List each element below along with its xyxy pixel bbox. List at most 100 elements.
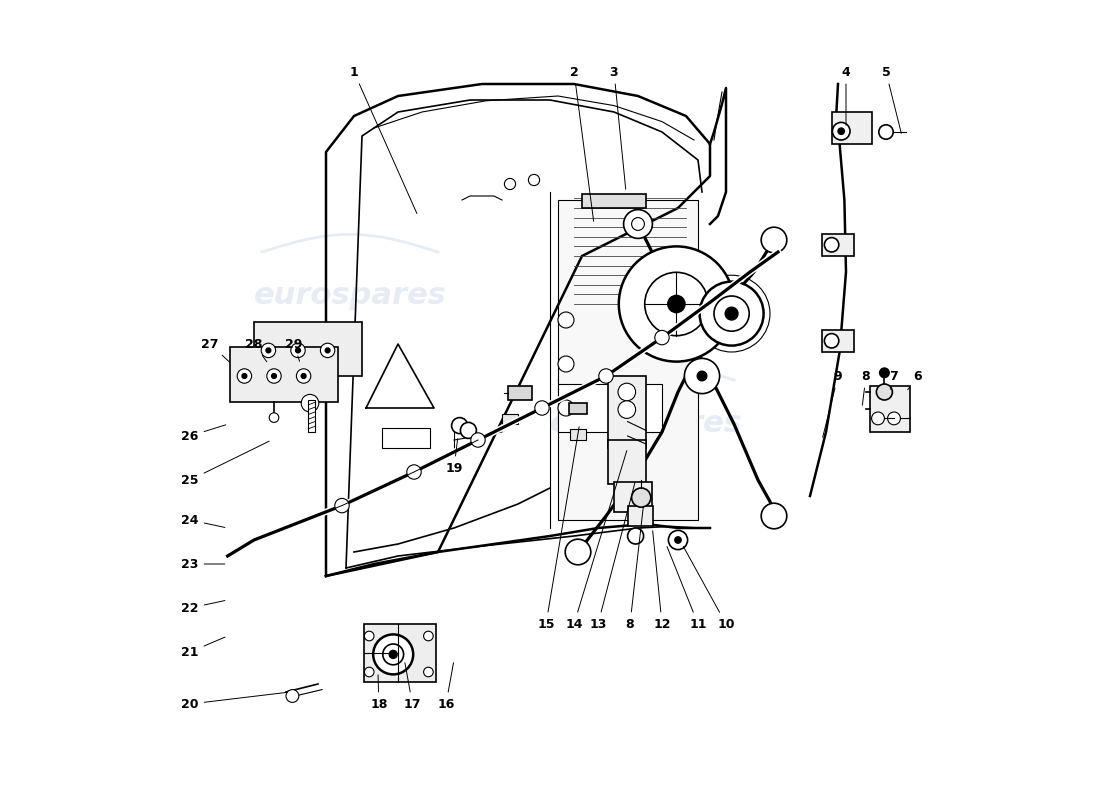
- Text: 19: 19: [446, 438, 463, 474]
- Circle shape: [654, 330, 669, 345]
- Text: 4: 4: [842, 66, 850, 126]
- Circle shape: [700, 282, 763, 346]
- Circle shape: [326, 348, 330, 353]
- Circle shape: [389, 650, 397, 658]
- Circle shape: [266, 348, 271, 353]
- Circle shape: [334, 498, 349, 513]
- Bar: [569, 403, 586, 414]
- Circle shape: [824, 334, 839, 348]
- Text: eurospares: eurospares: [254, 282, 447, 310]
- Circle shape: [725, 307, 738, 320]
- Circle shape: [879, 125, 893, 139]
- Circle shape: [838, 128, 845, 134]
- Text: 29: 29: [285, 338, 303, 362]
- Bar: [308, 400, 315, 432]
- Circle shape: [618, 383, 636, 401]
- Text: 16: 16: [438, 662, 454, 710]
- Text: 23: 23: [182, 558, 224, 570]
- Circle shape: [373, 634, 414, 674]
- Text: 3: 3: [609, 66, 626, 190]
- Circle shape: [535, 401, 549, 415]
- Circle shape: [693, 275, 770, 352]
- Text: 22: 22: [182, 601, 224, 614]
- Text: 7: 7: [890, 370, 899, 390]
- Circle shape: [242, 374, 246, 378]
- Circle shape: [624, 210, 652, 238]
- Circle shape: [619, 246, 734, 362]
- Text: 28: 28: [245, 338, 267, 362]
- Bar: [582, 194, 646, 208]
- Circle shape: [364, 631, 374, 641]
- Bar: [254, 322, 362, 376]
- Text: 10: 10: [683, 546, 735, 630]
- Circle shape: [668, 295, 685, 313]
- Bar: [230, 347, 338, 402]
- Circle shape: [631, 218, 645, 230]
- Circle shape: [452, 418, 468, 434]
- Bar: [870, 386, 910, 432]
- Bar: [832, 112, 871, 144]
- Bar: [558, 200, 698, 520]
- Bar: [628, 506, 653, 526]
- Text: 13: 13: [590, 482, 635, 630]
- Circle shape: [888, 412, 901, 425]
- Text: 18: 18: [370, 674, 387, 710]
- Text: 2: 2: [570, 66, 594, 222]
- Bar: [822, 234, 854, 256]
- Circle shape: [320, 343, 334, 358]
- Circle shape: [290, 343, 305, 358]
- Text: 8: 8: [626, 506, 644, 630]
- Circle shape: [833, 122, 850, 140]
- Text: 25: 25: [182, 442, 270, 486]
- Text: 5: 5: [881, 66, 901, 134]
- Circle shape: [272, 374, 276, 378]
- Circle shape: [286, 690, 299, 702]
- Bar: [607, 376, 646, 448]
- Circle shape: [558, 400, 574, 416]
- Circle shape: [407, 465, 421, 479]
- Bar: [614, 482, 652, 512]
- Circle shape: [301, 394, 319, 412]
- Circle shape: [364, 667, 374, 677]
- Bar: [607, 440, 646, 484]
- Circle shape: [296, 369, 311, 383]
- Circle shape: [669, 530, 688, 550]
- Circle shape: [558, 356, 574, 372]
- Circle shape: [558, 312, 574, 328]
- Text: 12: 12: [652, 530, 671, 630]
- Circle shape: [761, 227, 786, 253]
- Circle shape: [684, 358, 719, 394]
- Text: 6: 6: [908, 370, 922, 390]
- Text: 20: 20: [182, 692, 287, 710]
- Circle shape: [267, 369, 282, 383]
- Circle shape: [528, 174, 540, 186]
- Text: 24: 24: [182, 514, 224, 527]
- Bar: [570, 429, 586, 440]
- Circle shape: [697, 371, 707, 381]
- Bar: [558, 384, 662, 432]
- Circle shape: [424, 631, 433, 641]
- Text: 21: 21: [182, 637, 225, 658]
- Text: 26: 26: [182, 425, 225, 442]
- Bar: [822, 330, 854, 352]
- Circle shape: [880, 368, 889, 378]
- Circle shape: [824, 238, 839, 252]
- Circle shape: [383, 644, 404, 665]
- Circle shape: [301, 374, 306, 378]
- Circle shape: [877, 384, 892, 400]
- Circle shape: [645, 272, 708, 336]
- Text: eurospares: eurospares: [550, 410, 742, 438]
- Bar: [382, 428, 430, 448]
- Circle shape: [471, 433, 485, 447]
- Circle shape: [565, 539, 591, 565]
- Circle shape: [871, 412, 884, 425]
- Text: 9: 9: [823, 370, 843, 438]
- Circle shape: [261, 343, 276, 358]
- Bar: [502, 414, 518, 424]
- Circle shape: [238, 369, 252, 383]
- Circle shape: [631, 488, 651, 507]
- Circle shape: [674, 537, 681, 543]
- Circle shape: [296, 348, 300, 353]
- Text: 11: 11: [667, 546, 706, 630]
- Circle shape: [628, 528, 643, 544]
